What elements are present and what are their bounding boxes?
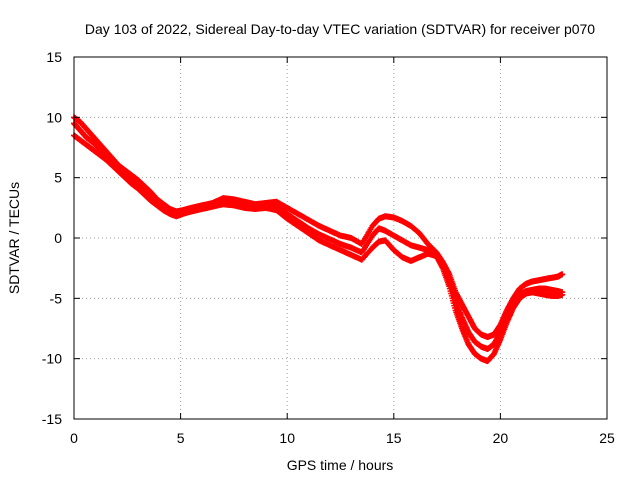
y-tick-label: 15 (46, 49, 62, 65)
x-tick-labels: 0 5 10 15 20 25 (70, 430, 615, 446)
x-axis-label: GPS time / hours (287, 457, 394, 473)
y-tick-label: 0 (54, 230, 62, 246)
axis-ticks (73, 56, 608, 420)
y-tick-label: 5 (54, 170, 62, 186)
x-tick-label: 5 (177, 430, 185, 446)
x-tick-label: 25 (599, 430, 615, 446)
x-tick-label: 20 (493, 430, 509, 446)
x-tick-label: 0 (70, 430, 78, 446)
y-tick-labels: -15 -10 -5 0 5 10 15 (42, 49, 62, 427)
y-tick-label: -5 (50, 290, 63, 306)
chart-title: Day 103 of 2022, Sidereal Day-to-day VTE… (85, 21, 595, 37)
data-point (559, 289, 566, 296)
y-axis-label: SDTVAR / TECUs (6, 182, 22, 294)
x-tick-label: 15 (386, 430, 402, 446)
data-points (71, 114, 566, 365)
y-tick-label: 10 (46, 109, 62, 125)
x-tick-label: 10 (279, 430, 295, 446)
series-1 (71, 114, 566, 340)
data-point (559, 271, 566, 278)
series-3 (71, 120, 566, 353)
series-2 (71, 132, 566, 365)
y-tick-label: -10 (42, 351, 62, 367)
y-tick-label: -15 (42, 411, 62, 427)
